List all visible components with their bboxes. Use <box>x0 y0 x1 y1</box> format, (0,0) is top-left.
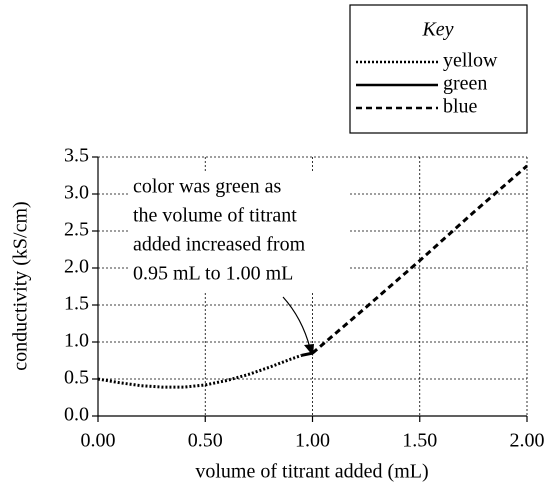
data-line <box>301 351 313 357</box>
legend-title: Key <box>421 19 453 41</box>
y-tick-label: 0.0 <box>64 404 89 426</box>
legend-box <box>349 4 528 134</box>
y-tick-label: 1.5 <box>64 293 89 315</box>
y-tick-label: 3.0 <box>64 182 89 204</box>
annotation-line: added increased from <box>133 234 306 256</box>
y-tick-label: 0.5 <box>64 367 89 389</box>
legend-label: green <box>443 73 487 95</box>
x-tick-label: 0.50 <box>188 430 223 452</box>
x-tick-label: 1.00 <box>295 430 330 452</box>
annotation-line: color was green as <box>133 176 281 198</box>
x-tick-label: 1.50 <box>402 430 437 452</box>
legend-label: yellow <box>443 50 498 72</box>
annotation-line: 0.95 mL to 1.00 mL <box>133 263 293 285</box>
y-tick-label: 3.5 <box>64 145 89 167</box>
x-tick-label: 0.00 <box>81 430 116 452</box>
y-tick-label: 2.5 <box>64 219 89 241</box>
x-tick-label: 2.00 <box>510 430 545 452</box>
y-axis-label: conductivity (kS/cm) <box>10 201 32 370</box>
marks <box>97 164 528 389</box>
data-line <box>311 164 528 355</box>
legend-label: blue <box>443 96 478 118</box>
y-tick-label: 1.0 <box>64 330 89 352</box>
annotation-arrow <box>282 296 311 349</box>
arrow-head <box>304 344 314 356</box>
annotation-bg <box>128 172 350 292</box>
annotation-line: the volume of titrant <box>133 205 297 227</box>
data-line <box>97 353 303 389</box>
x-axis-label: volume of titrant added (mL) <box>195 461 428 483</box>
y-tick-label: 2.0 <box>64 256 89 278</box>
